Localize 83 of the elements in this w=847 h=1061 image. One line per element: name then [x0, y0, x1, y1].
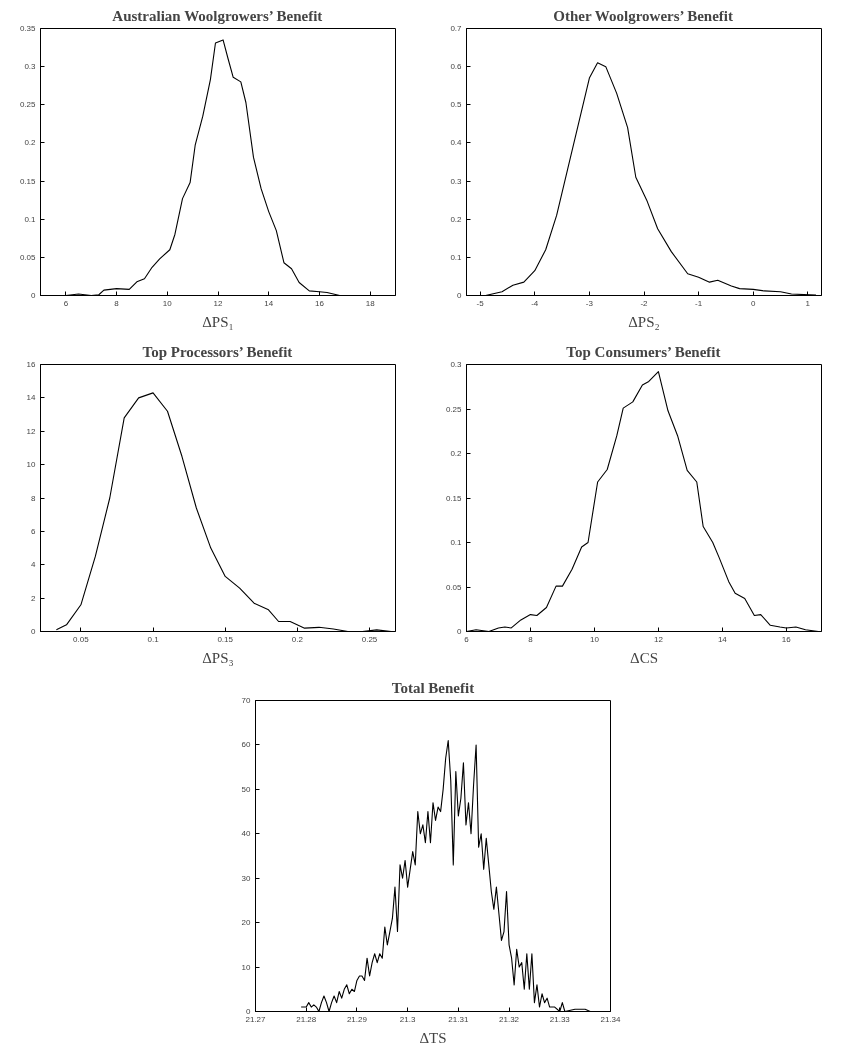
y-tick-label: 6	[31, 526, 37, 536]
x-tick-label: -2	[640, 298, 649, 308]
y-tick-label: 0	[31, 627, 37, 636]
x-tick-label: 6	[63, 298, 69, 308]
x-axis-title: ΔPS₃	[202, 649, 234, 666]
x-tick-label: -4	[531, 298, 539, 308]
y-tick-label: 2	[31, 593, 37, 603]
x-tick-label: 18	[365, 298, 376, 308]
y-tick-label: 0.5	[450, 100, 463, 110]
x-axis-title: ΔPS₁	[202, 313, 234, 330]
y-tick-label: 0.05	[445, 582, 463, 592]
x-tick-label: 14	[264, 298, 274, 308]
y-tick-label: 4	[31, 560, 37, 570]
y-tick-label: 0.2	[450, 214, 463, 224]
chart-title: Top Consumers’ Benefit	[566, 343, 721, 360]
y-tick-label: 10	[26, 460, 37, 470]
x-tick-label: 10	[589, 634, 600, 644]
y-tick-label: 0.1	[24, 214, 37, 224]
y-tick-label: 70	[241, 696, 252, 705]
x-tick-label: -5	[476, 298, 485, 308]
x-tick-label: 0.2	[291, 634, 304, 644]
x-tick-label: 8	[114, 298, 120, 308]
x-tick-label: 0	[751, 298, 757, 308]
x-tick-label: 16	[314, 298, 325, 308]
y-tick-label: 30	[241, 873, 252, 883]
x-tick-label: 21.29	[346, 1014, 368, 1024]
x-tick-label: 8	[528, 634, 534, 644]
x-tick-label: 0.1	[147, 634, 160, 644]
y-tick-label: 0	[31, 291, 37, 300]
x-tick-label: 16	[781, 634, 792, 644]
y-tick-label: 60	[241, 740, 252, 750]
y-tick-label: 10	[241, 962, 252, 972]
y-tick-label: 0.4	[450, 138, 463, 148]
y-tick-label: 8	[31, 493, 37, 503]
y-tick-label: 0	[246, 1007, 252, 1016]
y-tick-label: 16	[26, 360, 37, 369]
x-axis-title: ΔCS	[630, 649, 658, 666]
y-tick-label: 12	[26, 426, 37, 436]
y-tick-label: 0	[457, 627, 463, 636]
y-tick-label: 14	[26, 393, 37, 403]
x-tick-label: 21.31	[448, 1014, 469, 1024]
x-tick-label: 10	[162, 298, 173, 308]
x-tick-label: 0.05	[73, 634, 90, 644]
y-tick-label: 0	[457, 291, 463, 300]
y-tick-label: 0.2	[450, 449, 463, 458]
y-tick-label: 0.15	[19, 176, 37, 186]
y-tick-label: 0.05	[19, 252, 37, 262]
y-tick-label: 0.1	[450, 538, 463, 547]
y-tick-label: 0.25	[19, 100, 37, 110]
y-tick-label: 0.15	[445, 493, 463, 503]
x-tick-label: 21.3	[399, 1014, 416, 1024]
chart-title: Top Processors’ Benefit	[142, 343, 293, 360]
x-tick-label: -3	[585, 298, 594, 308]
chart-title: Total Benefit	[391, 679, 475, 696]
x-tick-label: 12	[653, 634, 664, 644]
x-tick-label: 21.32	[499, 1014, 520, 1024]
x-tick-label: 12	[213, 298, 223, 308]
x-tick-label: 14	[717, 634, 728, 644]
y-tick-label: 0.6	[450, 62, 463, 72]
x-tick-label: 21.28	[296, 1014, 317, 1024]
y-tick-label: 0.35	[19, 24, 37, 33]
x-tick-label: 21.33	[549, 1014, 571, 1024]
y-tick-label: 50	[241, 784, 252, 794]
y-tick-label: 0.3	[450, 176, 463, 186]
x-tick-label: 1	[805, 298, 811, 308]
y-tick-label: 20	[241, 918, 252, 928]
chart-title: Other Woolgrowers’ Benefit	[553, 7, 734, 24]
y-tick-label: 40	[241, 829, 252, 839]
chart-title: Australian Woolgrowers’ Benefit	[112, 7, 323, 24]
y-tick-label: 0.3	[450, 360, 463, 369]
x-tick-label: 21.34	[600, 1014, 622, 1024]
x-axis-title: ΔPS₂	[628, 313, 660, 330]
x-axis-title: ΔTS	[419, 1029, 447, 1046]
y-tick-label: 0.1	[450, 252, 463, 262]
x-tick-label: 21.27	[245, 1014, 267, 1024]
y-tick-label: 0.7	[450, 24, 463, 33]
x-tick-label: -1	[695, 298, 703, 308]
x-tick-label: 0.25	[361, 634, 378, 644]
x-tick-label: 6	[464, 634, 470, 644]
y-tick-label: 0.25	[445, 404, 463, 414]
y-tick-label: 0.2	[24, 138, 37, 148]
y-tick-label: 0.3	[24, 62, 37, 72]
x-tick-label: 0.15	[217, 634, 234, 644]
